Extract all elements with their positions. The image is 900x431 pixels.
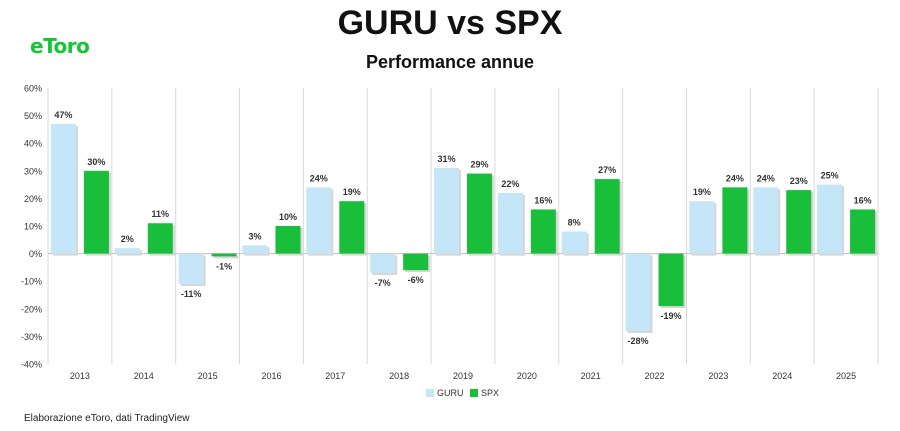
data-label: 31% [437, 154, 455, 164]
data-label: -19% [661, 311, 682, 321]
data-label: 24% [757, 173, 775, 183]
spx-bar-2017 [339, 201, 365, 254]
x-tick-label: 2017 [325, 371, 345, 381]
spx-bar-2025 [850, 209, 876, 254]
guru-bar-2013 [50, 123, 76, 254]
x-tick-label: 2016 [261, 371, 281, 381]
spx-bar-2015 [211, 253, 237, 257]
data-label: 27% [598, 165, 616, 175]
spx-bar-2022 [658, 253, 684, 307]
legend-swatch-guru [426, 389, 434, 397]
spx-bar-2014 [147, 223, 173, 254]
data-label: 8% [568, 218, 581, 228]
data-label: 25% [821, 171, 839, 181]
data-label: 16% [534, 195, 552, 205]
y-tick-label: 10% [24, 222, 42, 232]
data-label: 30% [87, 157, 105, 167]
y-tick-label: 50% [24, 111, 42, 121]
x-tick-label: 2021 [581, 371, 601, 381]
guru-bar-2014 [114, 248, 140, 254]
data-label: 3% [248, 231, 261, 241]
guru-bar-2017 [306, 187, 332, 254]
data-label: -1% [216, 261, 232, 271]
spx-bar-2016 [275, 226, 301, 254]
data-label: -7% [375, 278, 391, 288]
data-label: 47% [54, 110, 72, 120]
y-tick-label: 30% [24, 166, 42, 176]
data-label: 29% [470, 160, 488, 170]
guru-bar-2016 [242, 245, 268, 254]
data-label: -11% [181, 289, 202, 299]
guru-bar-2022 [625, 253, 651, 331]
data-label: -28% [628, 336, 649, 346]
x-tick-label: 2013 [70, 371, 90, 381]
data-label: 11% [152, 209, 170, 219]
y-tick-label: 40% [24, 139, 42, 149]
data-label: 10% [279, 212, 297, 222]
chart-subtitle: Performance annue [365, 52, 535, 72]
etoro-logo: eToro [30, 34, 90, 58]
guru-bar-2021 [561, 231, 587, 254]
legend-swatch-spx [470, 389, 478, 397]
chart-title: GURU vs SPX [337, 4, 563, 42]
y-tick-label: -30% [21, 332, 42, 342]
guru-bar-2015 [178, 253, 204, 284]
guru-bar-2023 [689, 201, 715, 254]
legend-label-guru: GURU [437, 388, 464, 398]
x-tick-label: 2025 [836, 371, 856, 381]
legend-label-spx: SPX [481, 388, 499, 398]
spx-bar-2021 [594, 179, 620, 254]
x-tick-label: 2020 [517, 371, 537, 381]
data-label: 24% [726, 173, 744, 183]
y-tick-label: 20% [24, 194, 42, 204]
data-label: 22% [501, 179, 519, 189]
spx-bar-2023 [722, 187, 748, 254]
x-tick-label: 2018 [389, 371, 409, 381]
data-label: 19% [693, 187, 711, 197]
bar-shadow [213, 255, 239, 259]
x-tick-label: 2024 [772, 371, 792, 381]
guru-bar-2018 [370, 253, 396, 273]
x-tick-label: 2022 [645, 371, 665, 381]
guru-bar-2019 [434, 168, 459, 254]
data-label: 23% [790, 176, 808, 186]
x-tick-label: 2023 [708, 371, 728, 381]
spx-bar-2024 [786, 190, 812, 254]
spx-bar-2018 [403, 253, 429, 271]
x-tick-label: 2014 [134, 371, 154, 381]
y-tick-label: 60% [24, 84, 42, 94]
source-note: Elaborazione eToro, dati TradingView [24, 413, 190, 424]
guru-bar-2024 [753, 187, 779, 254]
x-tick-label: 2015 [198, 371, 218, 381]
guru-bar-2025 [817, 184, 843, 254]
data-label: -6% [408, 275, 424, 285]
data-label: 24% [310, 173, 328, 183]
guru-bar-2020 [497, 192, 523, 254]
y-tick-label: -10% [21, 277, 42, 287]
spx-bar-2020 [530, 209, 556, 254]
y-tick-label: -40% [21, 360, 42, 370]
data-label: 2% [121, 234, 134, 244]
y-tick-label: -20% [21, 304, 42, 314]
spx-bar-2019 [467, 173, 492, 254]
data-label: 16% [854, 195, 872, 205]
x-tick-label: 2019 [453, 371, 473, 381]
y-tick-label: 0% [29, 249, 42, 259]
spx-bar-2013 [83, 170, 109, 254]
data-label: 19% [343, 187, 361, 197]
